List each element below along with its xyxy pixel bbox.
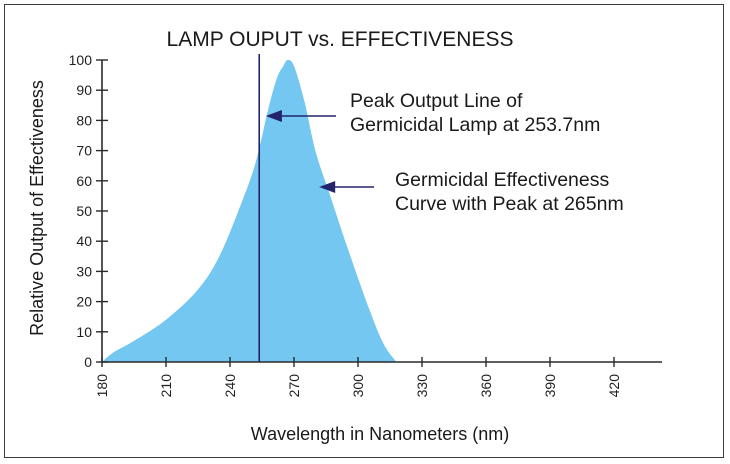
y-tick-label: 20 [76,294,92,310]
chart-title: LAMP OUPUT vs. EFFECTIVENESS [167,28,514,51]
annotation-arrow-head [319,181,336,193]
y-tick-label: 40 [76,233,92,249]
x-tick-label: 360 [478,374,494,398]
annotation-text: Germicidal Lamp at 253.7nm [350,114,600,136]
x-axis-title: Wavelength in Nanometers (nm) [251,424,509,444]
y-tick-label: 10 [76,324,92,340]
annotation-text: Peak Output Line of [350,90,523,112]
y-tick-label: 50 [76,203,92,219]
chart-frame [4,4,724,458]
y-axis-title: Relative Output of Effectiveness [27,80,47,336]
y-tick-label: 60 [76,173,92,189]
annotation-text: Germicidal Effectiveness [395,169,609,191]
x-tick-label: 240 [222,374,238,398]
x-tick-label: 300 [350,374,366,398]
x-tick-label: 210 [158,374,174,398]
annotation-arrow-head [265,110,282,122]
y-tick-label: 100 [69,52,93,68]
y-tick-label: 70 [76,143,92,159]
axes-layer: 0 10 20 30 40 50 60 70 80 90 100 180 210 240 270 300 330… [69,52,662,397]
x-tick-label: 390 [542,374,558,398]
x-tick-label: 270 [286,374,302,398]
annotation-text: Curve with Peak at 265nm [395,193,624,215]
x-tick-label: 180 [94,374,110,398]
y-tick-label: 0 [84,354,92,370]
y-tick-label: 30 [76,263,92,279]
y-tick-label: 80 [76,112,92,128]
x-tick-label: 420 [606,374,622,398]
x-tick-label: 330 [414,374,430,398]
effectiveness-curve-area [102,59,397,362]
plot-layer [102,53,397,362]
y-tick-label: 90 [76,82,92,98]
